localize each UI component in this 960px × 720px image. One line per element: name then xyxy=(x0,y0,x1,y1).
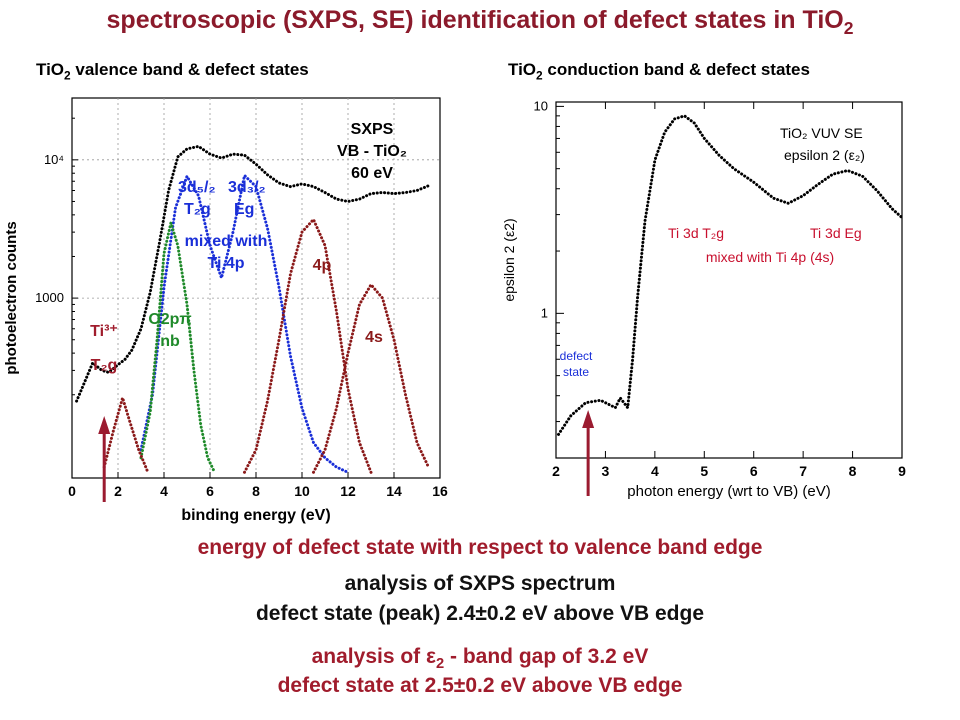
box-label-epsilon: epsilon 2 (ε₂) xyxy=(784,147,865,163)
defect-arrow-head xyxy=(98,416,111,434)
page-title: spectroscopic (SXPS, SE) identification … xyxy=(106,6,854,38)
plot-frame xyxy=(555,101,903,459)
box-label-energy: 60 eV xyxy=(351,165,393,182)
label-ti4p: Ti 4p xyxy=(207,255,244,272)
y-tick-label: 10 xyxy=(534,98,548,113)
label-eg: Eg xyxy=(234,201,254,218)
x-tick-label: 5 xyxy=(700,463,708,479)
x-tick-label: 8 xyxy=(849,463,857,479)
green-o2p-peak-curve xyxy=(139,217,217,474)
blue-3d-peaks-curve xyxy=(139,172,350,474)
x-tick-label: 0 xyxy=(68,483,76,499)
x-axis-label: binding energy (eV) xyxy=(181,507,330,524)
x-tick-label: 12 xyxy=(340,483,356,499)
x-tick-label: 7 xyxy=(799,463,807,479)
x-tick-label: 6 xyxy=(206,483,214,499)
x-tick-label: 16 xyxy=(432,483,448,499)
valence-band-heading: TiO2 valence band & defect states xyxy=(36,60,309,83)
y-tick-label: 10⁴ xyxy=(44,152,64,167)
ti4s-peak-curve xyxy=(312,282,430,474)
label-3d52: 3d₅/₂ xyxy=(178,179,216,196)
x-tick-label: 4 xyxy=(651,463,659,479)
bottom-line-3: defect state (peak) 2.4±0.2 eV above VB … xyxy=(255,602,705,625)
label-mixed-4p-4s: mixed with Ti 4p (4s) xyxy=(706,249,834,265)
y-tick-label: 1000 xyxy=(35,290,64,305)
conduction-band-heading: TiO2 conduction band & defect states xyxy=(508,60,810,83)
label-ti3-t2g: T₂g xyxy=(91,357,118,374)
y-axis-label: photoelectron counts xyxy=(3,221,20,374)
x-tick-label: 2 xyxy=(114,483,122,499)
label-3d32: 3d₃/₂ xyxy=(228,179,266,196)
label-o2p: O2pπ xyxy=(148,311,191,328)
y-tick-label: 1 xyxy=(541,305,548,320)
x-tick-label: 4 xyxy=(160,483,168,499)
x-tick-label: 10 xyxy=(294,483,310,499)
x-tick-label: 9 xyxy=(898,463,906,479)
label-state: state xyxy=(563,365,589,379)
x-tick-label: 8 xyxy=(252,483,260,499)
label-ti3d-eg: Ti 3d Eg xyxy=(810,225,862,241)
y-axis-label: epsilon 2 (ε2) xyxy=(501,218,517,301)
label-ti3: Ti³⁺ xyxy=(90,323,118,340)
ti4p-peak-curve xyxy=(243,216,373,474)
x-tick-label: 2 xyxy=(552,463,560,479)
label-nb: nb xyxy=(160,333,180,350)
total-spectrum-curve xyxy=(75,144,433,403)
label-defect: defect xyxy=(560,349,593,363)
label-mixed-with: mixed with xyxy=(185,233,268,250)
box-label-se: TiO₂ VUV SE xyxy=(780,125,863,141)
ti3-defect-peak-curve xyxy=(102,392,150,474)
se-epsilon2-chart: 2 3 4 5 6 7 8 9 1 10 photon energy (wrt to VB) (eV… xyxy=(501,98,906,500)
x-tick-label: 14 xyxy=(386,483,402,499)
x-tick-label: 3 xyxy=(602,463,610,479)
bottom-line-1: energy of defect state with respect to v… xyxy=(197,536,763,559)
bottom-line-2: analysis of SXPS spectrum xyxy=(344,572,616,595)
x-tick-label: 6 xyxy=(750,463,758,479)
defect-arrow-head xyxy=(582,410,595,428)
label-4s: 4s xyxy=(365,329,383,346)
bottom-line-4: analysis of ε2 - band gap of 3.2 eV xyxy=(311,645,649,673)
label-ti3d-t2g: Ti 3d T₂g xyxy=(668,225,724,241)
sxps-valence-band-chart: 0 2 4 6 8 10 12 14 16 1000 10⁴ binding energy (eV) p… xyxy=(3,97,448,524)
bottom-line-5: defect state at 2.5±0.2 eV above VB edge xyxy=(277,674,683,697)
box-label-sxps: SXPS xyxy=(351,121,394,138)
box-label-vb: VB - TiO₂ xyxy=(337,143,407,160)
label-t2g: T₂g xyxy=(184,201,211,218)
x-axis-label: photon energy (wrt to VB) (eV) xyxy=(627,483,830,500)
label-4p: 4p xyxy=(313,257,332,274)
epsilon2-curve xyxy=(557,114,904,436)
